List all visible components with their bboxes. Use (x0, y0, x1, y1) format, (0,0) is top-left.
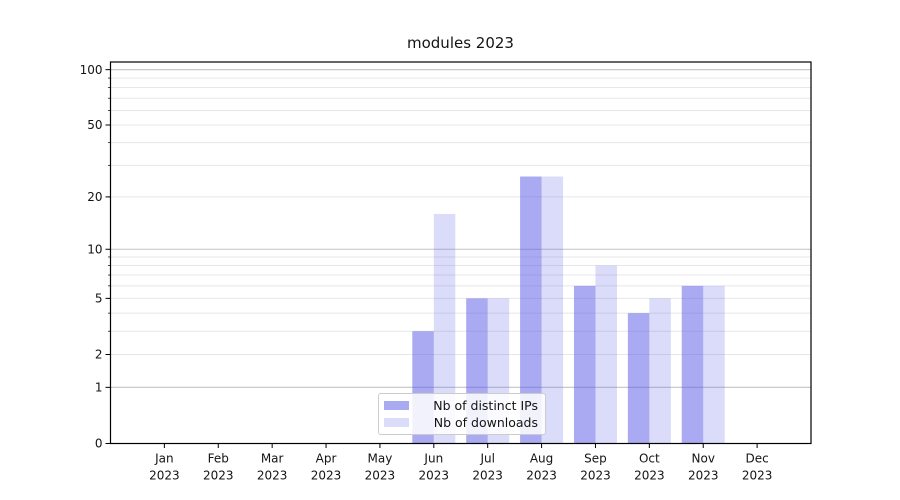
x-tick-label-year-may: 2023 (365, 469, 396, 483)
y-tick-label-1: 1 (95, 381, 103, 395)
x-tick-label-month-jun: Jun (423, 452, 443, 466)
bar-nov-distinct-ips (681, 285, 704, 444)
y-tick-label-2: 2 (95, 348, 103, 362)
y-tick-label-10: 10 (87, 242, 102, 256)
x-tick-label-month-jan: Jan (154, 452, 174, 466)
x-tick-label-month-apr: Apr (316, 452, 337, 466)
x-tick-label-month-feb: Feb (208, 452, 229, 466)
bar-oct-distinct-ips (627, 313, 650, 444)
y-tick-label-100: 100 (80, 63, 103, 77)
legend: Nb of distinct IPs Nb of downloads (378, 393, 546, 435)
x-tick-label-month-mar: Mar (261, 452, 284, 466)
x-tick-label-year-jun: 2023 (419, 469, 450, 483)
bar-jun-downloads (433, 213, 456, 444)
legend-label-distinct-ips: Nb of distinct IPs (433, 397, 538, 413)
bar-nov-downloads (703, 285, 725, 444)
x-tick-label-year-feb: 2023 (203, 469, 234, 483)
x-tick-label-year-sep: 2023 (580, 469, 611, 483)
x-tick-label-year-aug: 2023 (526, 469, 557, 483)
x-tick-label-month-aug: Aug (530, 452, 553, 466)
x-tick-label-year-jul: 2023 (472, 469, 503, 483)
x-tick-label-year-mar: 2023 (257, 469, 288, 483)
y-tick-label-0: 0 (95, 437, 103, 451)
bar-oct-downloads (649, 298, 671, 444)
y-tick-label-20: 20 (87, 190, 102, 204)
x-tick-label-month-nov: Nov (692, 452, 715, 466)
x-tick-label-year-oct: 2023 (634, 469, 665, 483)
x-tick-label-year-dec: 2023 (742, 469, 773, 483)
x-tick-label-month-dec: Dec (745, 452, 768, 466)
x-tick-label-month-sep: Sep (584, 452, 607, 466)
y-tick-label-50: 50 (87, 118, 102, 132)
bar-sep-distinct-ips (573, 285, 596, 444)
x-tick-label-year-apr: 2023 (311, 469, 342, 483)
bar-aug-downloads (541, 176, 564, 444)
bar-aug-distinct-ips (520, 176, 542, 444)
x-tick-label-month-may: May (368, 452, 393, 466)
x-tick-label-month-oct: Oct (639, 452, 660, 466)
legend-label-downloads: Nb of downloads (433, 415, 538, 431)
bar-sep-downloads (595, 265, 617, 444)
y-tick-label-5: 5 (95, 292, 103, 306)
chart-title: modules 2023 (407, 34, 514, 52)
distinct-ips-swatch-icon (384, 400, 409, 410)
downloads-swatch-icon (384, 418, 409, 428)
x-tick-label-month-jul: Jul (479, 452, 494, 466)
legend-row-distinct-ips: Nb of distinct IPs (384, 397, 538, 414)
legend-row-downloads: Nb of downloads (384, 414, 538, 431)
plot-border (109, 61, 812, 445)
x-tick-label-year-nov: 2023 (688, 469, 719, 483)
x-tick-label-year-jan: 2023 (149, 469, 180, 483)
